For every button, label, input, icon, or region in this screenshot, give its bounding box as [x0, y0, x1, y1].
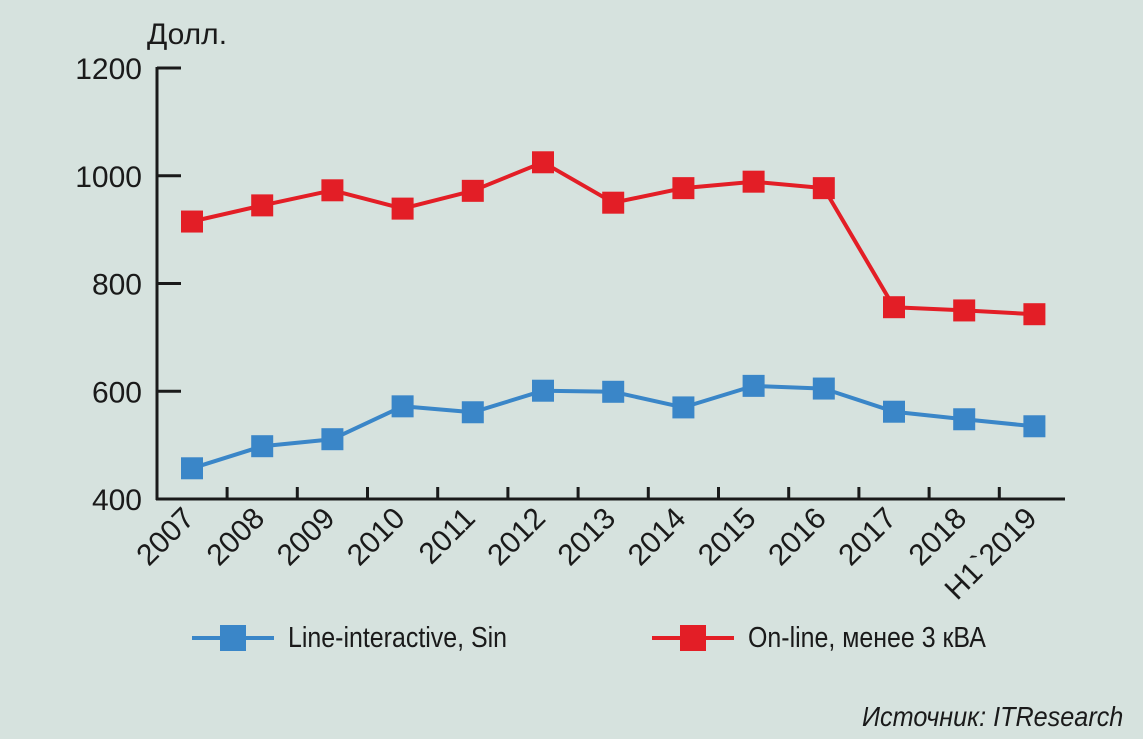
data-point-1-11	[953, 299, 976, 322]
legend-swatch-line-interactive	[192, 623, 274, 653]
data-point-1-9	[812, 177, 835, 200]
data-point-1-7	[672, 177, 695, 200]
x-tick-label: 2017	[832, 502, 903, 573]
x-tick-label: 2009	[271, 502, 342, 573]
data-point-0-5	[532, 379, 554, 402]
legend: Line-interactive, Sin On-line, менее 3 к…	[0, 618, 1143, 658]
data-point-1-0	[181, 210, 203, 233]
legend-label-online: On-line, менее 3 кВА	[748, 621, 986, 654]
data-point-0-12	[1023, 415, 1046, 438]
data-point-1-4	[461, 179, 484, 202]
data-point-1-10	[883, 296, 905, 319]
data-point-1-8	[742, 170, 765, 193]
y-axis-label: Долл.	[147, 18, 227, 51]
legend-item-line-interactive: Line-interactive, Sin	[192, 618, 543, 658]
legend-item-online: On-line, менее 3 кВА	[652, 618, 1025, 658]
data-point-1-2	[321, 179, 344, 202]
legend-swatch-online	[652, 623, 734, 653]
data-point-1-6	[602, 191, 625, 214]
data-point-0-2	[321, 428, 344, 451]
data-point-0-4	[461, 401, 484, 424]
data-point-0-8	[742, 374, 765, 397]
data-point-1-5	[532, 151, 554, 174]
x-tick-label: 2016	[762, 502, 833, 573]
legend-marker-line-interactive	[220, 625, 246, 651]
data-point-0-10	[883, 400, 905, 423]
data-point-0-6	[602, 380, 625, 403]
y-tick-label: 400	[92, 484, 142, 517]
x-tick-label: 2012	[481, 502, 552, 573]
data-point-1-1	[251, 194, 274, 217]
data-point-0-1	[251, 435, 274, 458]
x-tick-label: 2014	[622, 502, 693, 573]
data-point-0-9	[812, 377, 835, 400]
data-point-0-3	[391, 395, 414, 418]
y-tick-label: 800	[92, 269, 142, 302]
series-line-1	[191, 160, 1035, 317]
legend-label-line-interactive: Line-interactive, Sin	[288, 621, 508, 654]
x-tick-label: 2011	[413, 502, 482, 571]
y-tick-label: 1200	[75, 53, 142, 86]
legend-marker-online	[680, 625, 706, 651]
x-tick-label: 2010	[341, 502, 412, 573]
data-point-0-11	[953, 408, 976, 431]
y-tick-label: 1000	[75, 161, 142, 194]
data-point-1-12	[1023, 303, 1046, 326]
source-note: Источник: ITResearch	[861, 701, 1123, 732]
data-point-0-0	[181, 457, 203, 480]
x-tick-label: 2013	[552, 502, 623, 573]
x-tick-label: 2008	[201, 502, 272, 573]
y-tick-label: 600	[92, 376, 142, 409]
x-tick-label: 2015	[692, 502, 763, 573]
data-point-1-3	[391, 197, 414, 220]
data-point-0-7	[672, 396, 695, 419]
